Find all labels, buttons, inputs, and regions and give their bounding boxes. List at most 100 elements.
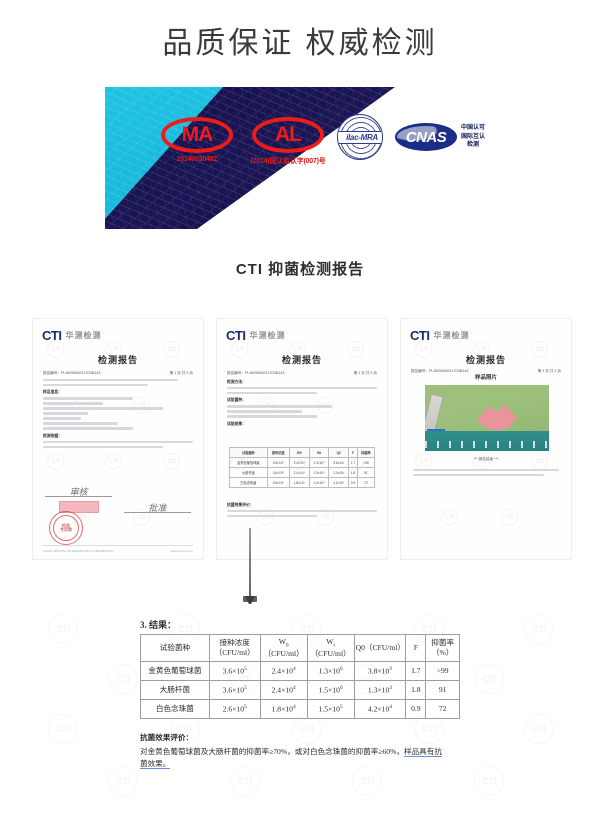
mini-th: 抑菌率 bbox=[356, 447, 376, 458]
cma-mark: MA 2014003048Z bbox=[147, 117, 247, 163]
cell-wt: 1.5×106 bbox=[306, 679, 355, 700]
cti-logo: CTI bbox=[42, 328, 62, 343]
evaluation-body-line2: 菌效果。 bbox=[140, 758, 470, 771]
cell-inoculum: 3.6×105 bbox=[208, 679, 261, 700]
watermark-cti: CTI bbox=[163, 453, 180, 470]
evaluation-underlined-1: 样品具有抗 bbox=[403, 746, 442, 757]
report-title: 检测报告 bbox=[281, 355, 322, 365]
cell-rate: >99 bbox=[425, 660, 460, 681]
mini-td: 0.9 bbox=[348, 477, 358, 488]
results-table: 试验菌种 接种浓度 （CFU/ml） W0 （CFU/ml） Wt （CFU/m… bbox=[140, 634, 460, 719]
cti-brand-cn: 华测检测 bbox=[65, 331, 102, 340]
cma-icon: MA bbox=[161, 117, 233, 153]
report-brand-header: CTI 华测检测 bbox=[410, 328, 469, 343]
cell-f: 0.9 bbox=[405, 698, 427, 719]
results-section: CTI CTI CTI CTI CTI CTI CTI CTI CTI CTI … bbox=[0, 606, 600, 813]
signature-area: 审核 批准 bbox=[45, 485, 191, 513]
mini-td: 2.4×10⁴ bbox=[288, 457, 310, 468]
mini-td: 1.3×10³ bbox=[328, 467, 350, 478]
col-header-wt-l2: （CFU/ml） bbox=[310, 649, 351, 659]
evaluation-body: 对金黄色葡萄球菌及大肠杆菌的抑菌率≥70%，或对白色念珠菌的抑菌率≥60%，样品… bbox=[140, 746, 470, 759]
ilac-label: ilac-MRA bbox=[338, 131, 382, 144]
col-header-strain-l1: 试验菌种 bbox=[159, 643, 191, 653]
cti-logo: CTI bbox=[226, 328, 246, 343]
col-header-wt-l1: Wt bbox=[326, 637, 335, 649]
mini-td: 1.8×10⁴ bbox=[288, 477, 310, 488]
text-line bbox=[43, 402, 103, 405]
report-page-no: 第 3 页 共 3 页 bbox=[537, 369, 561, 373]
col-header-rate-l2: （%） bbox=[431, 647, 454, 657]
signature-scribble: 批准 bbox=[148, 503, 167, 513]
report-number: 报告编号：PLJ6099840317G9B14Z bbox=[43, 371, 101, 375]
cell-rate: 91 bbox=[425, 679, 460, 700]
report-page-2[interactable]: CTI CTI CTI CTI CTI CTI CTI CTI CTI CTI … bbox=[216, 318, 388, 560]
mini-table-row: 金黄色葡萄球菌 3.6×10⁵ 2.4×10⁴ 1.3×10⁶ 3.8×10³ … bbox=[229, 457, 376, 468]
watermark-cti: CTI bbox=[474, 766, 504, 796]
cnas-cn-line-3: 检测 bbox=[467, 142, 480, 149]
mini-td: 91 bbox=[356, 467, 376, 478]
sample-info-label: 样品信息： bbox=[43, 390, 62, 395]
col-header-inoculum-l2: （CFU/ml） bbox=[214, 647, 255, 657]
text-line bbox=[43, 445, 163, 449]
report-title: 检测报告 bbox=[97, 355, 138, 365]
magnifier-pointer-line bbox=[249, 528, 251, 602]
pink-sample-object bbox=[477, 405, 517, 431]
text-line bbox=[43, 407, 163, 410]
col-header-rate: 抑菌率 （%） bbox=[425, 634, 460, 662]
mini-td: 3.6×10⁵ bbox=[266, 467, 290, 478]
report-brand-header: CTI 华测检测 bbox=[226, 328, 285, 343]
mini-th: F bbox=[348, 447, 358, 458]
results-heading: 3. 结果： bbox=[140, 620, 177, 630]
cnas-icon: CNAS bbox=[395, 123, 457, 151]
watermark-cti: CTI bbox=[48, 714, 78, 744]
official-seal-icon: 检验 专用章 bbox=[49, 511, 83, 545]
cma-ring bbox=[161, 117, 233, 153]
text-line bbox=[43, 383, 148, 387]
mini-td: 白色念珠菌 bbox=[229, 477, 268, 488]
text-line bbox=[227, 410, 302, 413]
mini-td: 1.8 bbox=[348, 467, 358, 478]
text-line bbox=[227, 387, 377, 390]
col-header-strain: 试验菌种 bbox=[140, 634, 210, 662]
col-header-inoculum-l1: 接种浓度 bbox=[219, 638, 250, 648]
watermark-cti: CTI bbox=[105, 453, 122, 470]
mini-th: 接种浓度 bbox=[266, 447, 290, 458]
mini-td: 1.7 bbox=[348, 457, 358, 468]
cell-q0: 3.8×103 bbox=[353, 660, 407, 681]
footer-url: www.cti-cert.com bbox=[170, 549, 193, 553]
mini-td: 1.5×10⁶ bbox=[308, 467, 330, 478]
evaluation-body-text: 对金黄色葡萄球菌及大肠杆菌的抑菌率≥70%，或对白色念珠菌的抑菌率≥60%， bbox=[140, 746, 404, 756]
cell-inoculum: 3.6×105 bbox=[208, 660, 261, 681]
report-page-3[interactable]: CTI CTI CTI CTI CTI CTI CTI CTI CTI CTI … bbox=[400, 318, 572, 560]
result-label: 试验结果： bbox=[227, 421, 246, 426]
mini-td: 3.8×10³ bbox=[328, 457, 350, 468]
report-number: 报告编号：PLJ6099840317G9B14Z bbox=[411, 369, 469, 373]
mini-table-row: 大肠杆菌 3.6×10⁵ 2.4×10⁴ 1.5×10⁶ 1.3×10³ 1.8… bbox=[229, 467, 376, 478]
test-basis-label: 检测依据： bbox=[43, 433, 62, 438]
text-line bbox=[43, 417, 81, 420]
report-title: 检测报告 bbox=[465, 355, 506, 365]
report-page-no: 第 1 页 共 3 页 bbox=[169, 371, 193, 375]
col-header-w0-l2: （CFU/ml） bbox=[263, 649, 304, 659]
cell-w0: 2.4×104 bbox=[259, 679, 308, 700]
col-header-inoculum: 接种浓度 （CFU/ml） bbox=[208, 634, 261, 662]
col-header-rate-l1: 抑菌率 bbox=[431, 638, 455, 648]
col-header-w0-l1: W0 bbox=[278, 637, 289, 649]
col-header-wt: Wt （CFU/ml） bbox=[306, 634, 355, 662]
certification-marks: MA 2014003048Z AL (2014)国认监认字(007)号 ilac… bbox=[105, 87, 495, 229]
text-line bbox=[43, 379, 178, 382]
report-thumbnails: CTI CTI CTI CTI CTI CTI CTI CTI CTI CTI … bbox=[0, 318, 600, 598]
magnifier-pointer-tip bbox=[245, 596, 255, 604]
report-number: 报告编号：PLJ6099840317G9B14Z bbox=[227, 371, 285, 375]
cell-strain: 白色念珠菌 bbox=[140, 698, 210, 719]
mini-td: 3.6×10⁵ bbox=[266, 457, 290, 468]
ilac-mra-mark: ilac-MRA bbox=[329, 114, 391, 160]
report-page-1[interactable]: CTI CTI CTI CTI CTI CTI CTI CTI CTI CTI … bbox=[32, 318, 204, 560]
cell-q0: 1.3×103 bbox=[353, 679, 407, 700]
cnas-wordmark: CNAS bbox=[405, 128, 447, 146]
evaluation-title: 抗菌效果评价： bbox=[140, 733, 194, 742]
teal-dots bbox=[425, 441, 549, 448]
text-line bbox=[43, 440, 193, 444]
sample-photo bbox=[425, 385, 549, 451]
col-header-f: F bbox=[405, 634, 427, 662]
